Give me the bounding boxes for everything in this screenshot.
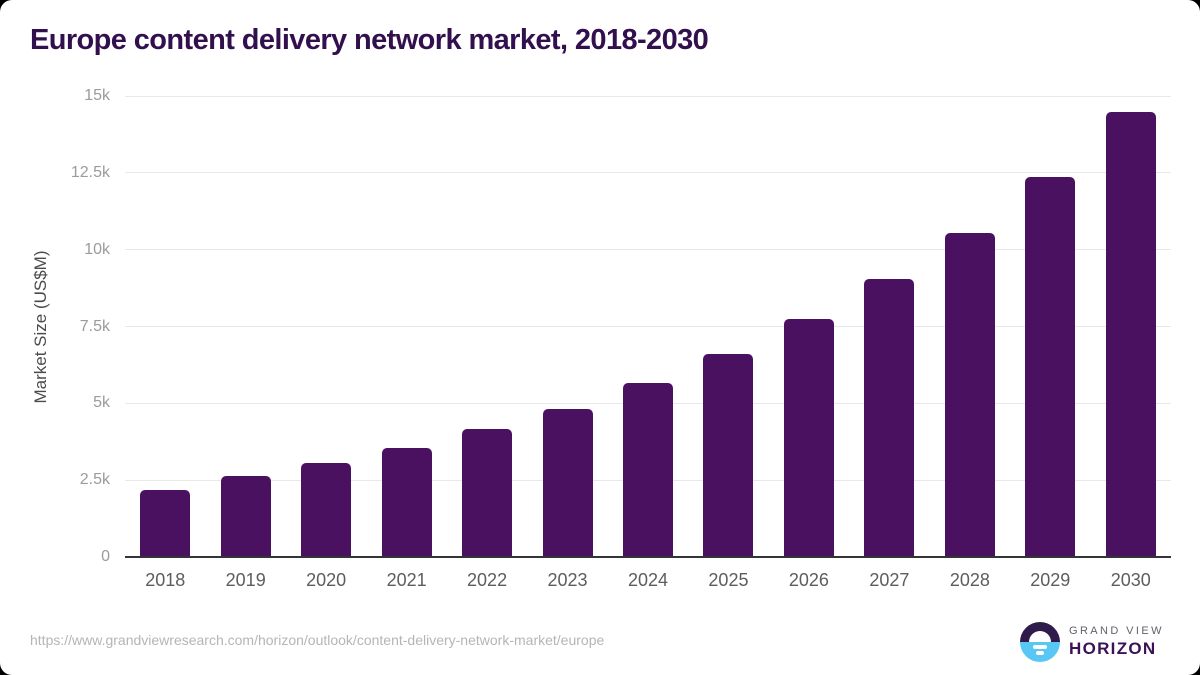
bar	[140, 489, 191, 557]
y-tick-label: 5k	[93, 394, 110, 412]
x-tick-label: 2024	[627, 570, 669, 590]
brand-name-bottom: HORIZON	[1069, 639, 1157, 658]
sun-dome-shape	[1029, 631, 1051, 642]
x-axis-line	[125, 556, 1171, 558]
y-tick-label: 2.5k	[79, 471, 110, 489]
x-tick-label: 2019	[225, 570, 266, 590]
reflection-line-1	[1033, 645, 1047, 649]
y-tick-label: 7.5k	[79, 317, 110, 335]
reflection-line-2	[1036, 651, 1044, 655]
bar	[623, 383, 673, 557]
gridline	[125, 326, 1171, 327]
x-tick-label: 2022	[467, 570, 508, 590]
horizon-sunrise-icon	[1020, 622, 1060, 662]
bar	[1025, 176, 1076, 557]
source-url: https://www.grandviewresearch.com/horizo…	[30, 632, 605, 648]
y-tick-label: 12.5k	[70, 163, 110, 181]
x-tick-label: 2020	[306, 570, 347, 590]
brand-logo: GRAND VIEW HORIZON	[1020, 622, 1164, 662]
brand-name-top: GRAND VIEW	[1069, 625, 1164, 637]
y-tick-label: 15k	[84, 87, 110, 104]
x-tick-label: 2018	[145, 570, 186, 590]
gridline	[125, 95, 1171, 97]
x-tick-label: 2025	[708, 570, 749, 590]
bar	[220, 475, 271, 557]
y-tick-label: 10k	[84, 240, 110, 258]
bar	[301, 462, 352, 557]
bar	[944, 233, 995, 557]
bar	[864, 279, 915, 557]
bar	[542, 408, 593, 557]
brand-wordmark: GRAND VIEW HORIZON	[1069, 625, 1164, 659]
y-tick-label: 0	[101, 548, 110, 565]
chart-title: Europe content delivery network market, …	[30, 24, 709, 56]
x-tick-label: 2026	[788, 570, 829, 590]
bar	[381, 448, 432, 557]
x-tick-label: 2021	[386, 570, 427, 590]
x-tick-label: 2029	[1030, 570, 1071, 590]
gridline	[125, 249, 1171, 251]
x-tick-label: 2028	[949, 570, 990, 590]
bar	[783, 319, 834, 557]
bar	[703, 353, 754, 557]
bar	[1105, 112, 1156, 557]
bar	[462, 429, 513, 557]
x-tick-label: 2023	[547, 570, 588, 590]
x-tick-label: 2030	[1110, 570, 1151, 590]
x-tick-label: 2027	[869, 570, 910, 590]
gridline	[125, 172, 1171, 174]
